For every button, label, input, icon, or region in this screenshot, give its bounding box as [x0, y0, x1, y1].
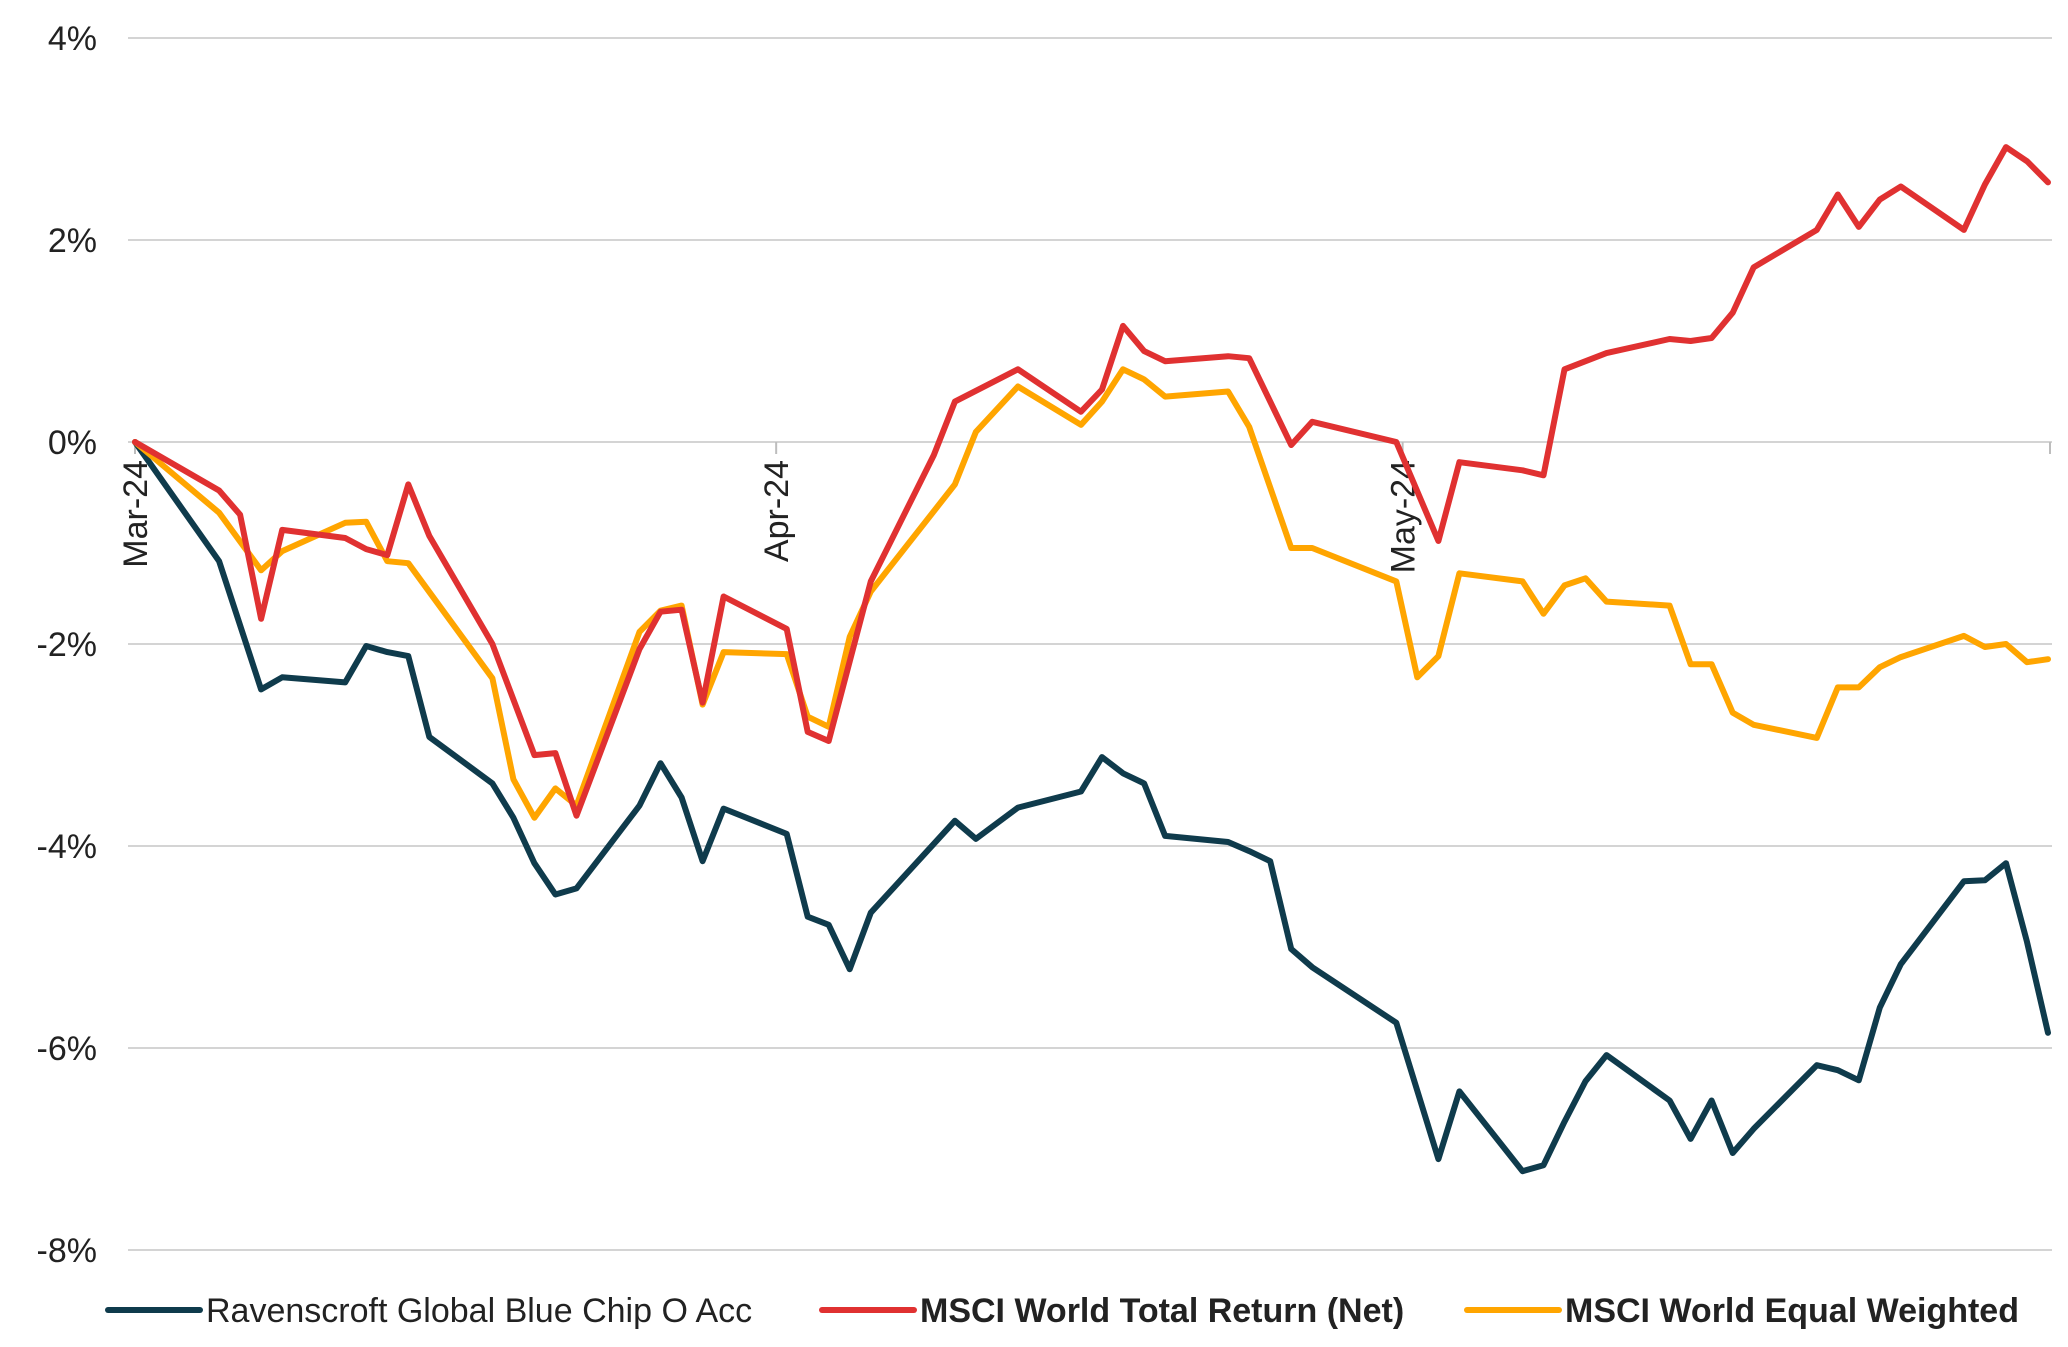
- y-tick-label: -6%: [37, 1030, 97, 1068]
- legend-msci-world-total-return: MSCI World Total Return (Net): [819, 1292, 1404, 1330]
- legend-label: MSCI World Total Return (Net): [920, 1292, 1404, 1330]
- legend: Ravenscroft Global Blue Chip O Acc MSCI W…: [105, 1292, 2019, 1330]
- y-tick-label: -4%: [37, 828, 97, 866]
- series-lines: [132, 144, 2051, 1175]
- legend-label: MSCI World Equal Weighted: [1565, 1292, 2019, 1330]
- legend-label: Ravenscroft Global Blue Chip O Acc: [206, 1292, 752, 1330]
- y-tick-label: -2%: [37, 626, 97, 664]
- x-axis: Mar-24 Apr-24 May-24: [117, 442, 2051, 573]
- y-axis-tick-labels: 4% 2% 0% -2% -4% -6% -8%: [37, 20, 97, 1270]
- msci-world-total-return-line: [132, 144, 2051, 819]
- legend-ravenscroft: Ravenscroft Global Blue Chip O Acc: [105, 1292, 752, 1330]
- y-tick-label: 4%: [48, 20, 97, 58]
- legend-msci-world-equal-weighted: MSCI World Equal Weighted: [1464, 1292, 2019, 1330]
- ravenscroft-line: [132, 439, 2051, 1175]
- msci-world-equal-weighted-line: [132, 366, 2051, 821]
- y-tick-label: -8%: [37, 1232, 97, 1270]
- x-tick-label: Mar-24: [117, 460, 155, 568]
- x-tick-label: May-24: [1385, 460, 1423, 573]
- y-tick-label: 2%: [48, 222, 97, 260]
- x-tick-label: Apr-24: [758, 460, 796, 562]
- gridlines: [128, 37, 2052, 1251]
- y-tick-label: 0%: [48, 424, 97, 462]
